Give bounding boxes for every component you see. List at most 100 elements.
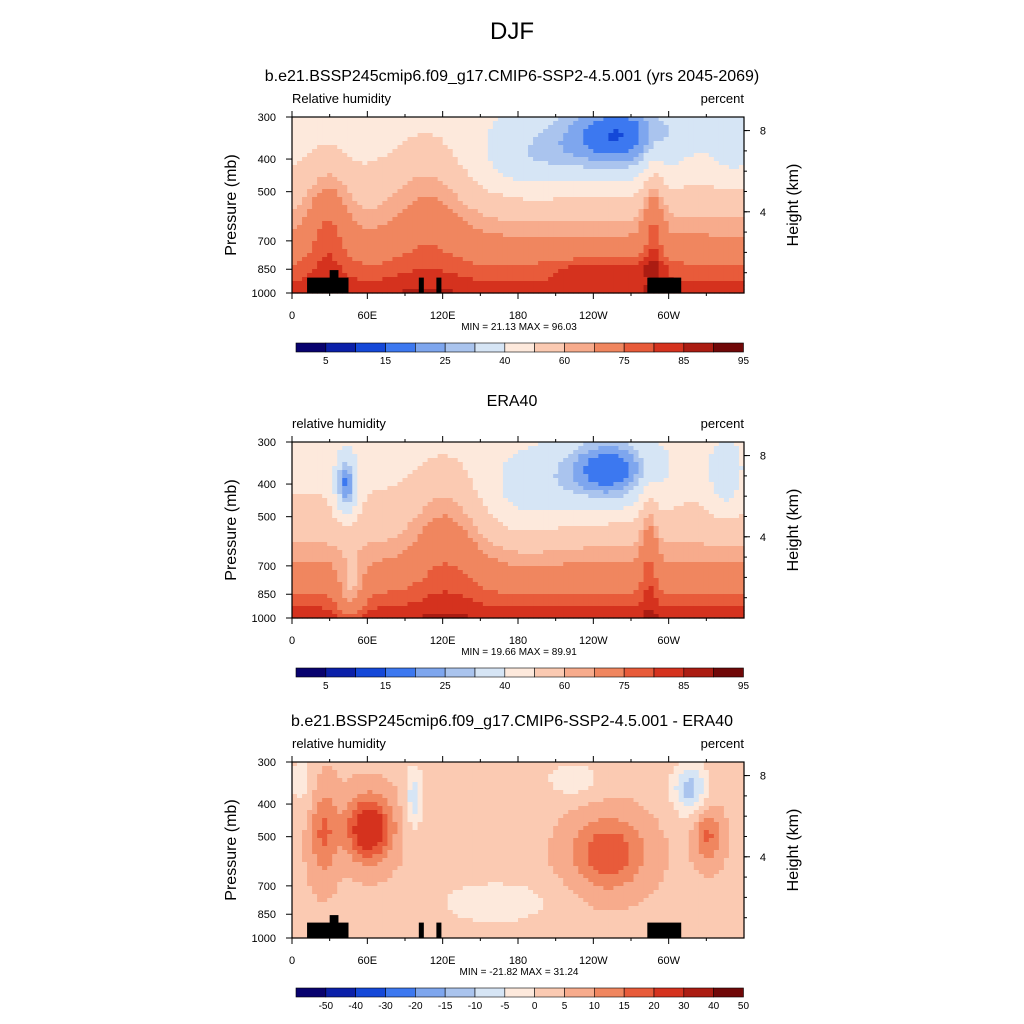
contour-cell	[472, 261, 479, 266]
contour-cell	[467, 289, 474, 294]
contour-cell	[543, 245, 549, 250]
contour-cell	[568, 289, 574, 294]
contour-cell	[713, 241, 720, 246]
contour-cell	[623, 478, 630, 483]
contour-cell	[568, 253, 574, 258]
contour-cell	[312, 205, 318, 210]
contour-cell	[407, 189, 414, 194]
contour-cell	[312, 177, 318, 182]
contour-cell	[492, 470, 499, 475]
contour-cell	[698, 157, 705, 162]
contour-cell	[558, 193, 564, 198]
contour-cell	[357, 205, 363, 210]
contour-cell	[658, 201, 665, 206]
contour-cell	[362, 173, 368, 178]
contour-cell	[678, 281, 685, 286]
contour-cell	[337, 193, 343, 198]
contour-cell	[623, 225, 630, 230]
contour-cell	[447, 193, 454, 198]
contour-cell	[427, 153, 434, 158]
contour-cell	[703, 474, 710, 479]
contour-cell	[457, 245, 464, 250]
contour-cell	[337, 237, 343, 242]
contour-cell	[382, 221, 389, 226]
contour-cell	[437, 193, 444, 198]
contour-cell	[312, 454, 318, 459]
contour-cell	[317, 442, 323, 447]
contour-cell	[382, 129, 389, 134]
contour-cell	[733, 265, 740, 270]
contour-cell	[638, 125, 645, 130]
contour-cell	[563, 157, 569, 162]
contour-cell	[703, 165, 710, 170]
contour-cell	[578, 442, 584, 447]
contour-cell	[633, 237, 640, 242]
contour-cell	[322, 173, 328, 178]
contour-cell	[738, 157, 745, 162]
contour-cell	[528, 450, 534, 455]
contour-cell	[407, 129, 414, 134]
contour-cell	[422, 169, 429, 174]
contour-cell	[352, 249, 358, 254]
contour-cell	[633, 165, 640, 170]
contour-cell	[663, 229, 670, 234]
contour-cell	[472, 241, 479, 246]
contour-cell	[553, 285, 559, 290]
contour-cell	[653, 478, 660, 483]
contour-cell	[392, 257, 399, 262]
contour-cell	[312, 462, 318, 467]
contour-cell	[718, 153, 725, 158]
contour-cell	[718, 454, 725, 459]
contour-cell	[507, 285, 514, 290]
contour-cell	[477, 237, 484, 242]
contour-cell	[387, 209, 394, 214]
contour-cell	[718, 177, 725, 182]
contour-cell	[648, 197, 655, 202]
contour-cell	[402, 281, 409, 286]
contour-cell	[367, 265, 373, 270]
contour-cell	[367, 197, 373, 202]
contour-cell	[543, 197, 549, 202]
contour-cell	[372, 221, 378, 226]
contour-cell	[352, 253, 358, 258]
contour-cell	[728, 273, 735, 278]
contour-cell	[467, 462, 474, 467]
contour-cell	[392, 209, 399, 214]
contour-cell	[528, 213, 534, 218]
contour-cell	[312, 153, 318, 158]
contour-cell	[442, 145, 449, 150]
contour-cell	[332, 149, 338, 154]
contour-cell	[588, 237, 594, 242]
contour-cell	[668, 197, 675, 202]
contour-cell	[452, 249, 459, 254]
contour-cell	[533, 442, 539, 447]
contour-cell	[518, 281, 524, 286]
contour-cell	[603, 133, 609, 138]
contour-cell	[643, 157, 650, 162]
contour-cell	[402, 261, 409, 266]
contour-cell	[583, 125, 589, 130]
contour-cell	[618, 201, 625, 206]
contour-cell	[462, 289, 469, 294]
contour-cell	[543, 201, 549, 206]
contour-cell	[347, 454, 353, 459]
topography-block	[647, 277, 682, 293]
contour-cell	[442, 161, 449, 166]
contour-cell	[407, 446, 414, 451]
contour-cell	[307, 269, 313, 274]
contour-cell	[723, 185, 730, 190]
contour-cell	[633, 257, 640, 262]
contour-cell	[648, 157, 655, 162]
contour-cell	[548, 153, 554, 158]
contour-cell	[598, 241, 604, 246]
contour-cell	[372, 237, 378, 242]
contour-cell	[738, 249, 745, 254]
contour-cell	[467, 446, 474, 451]
contour-cell	[578, 181, 584, 186]
contour-cell	[397, 133, 404, 138]
contour-cell	[307, 245, 313, 250]
contour-cell	[402, 149, 409, 154]
contour-cell	[357, 446, 363, 451]
contour-cell	[648, 129, 655, 134]
contour-cell	[442, 285, 449, 290]
